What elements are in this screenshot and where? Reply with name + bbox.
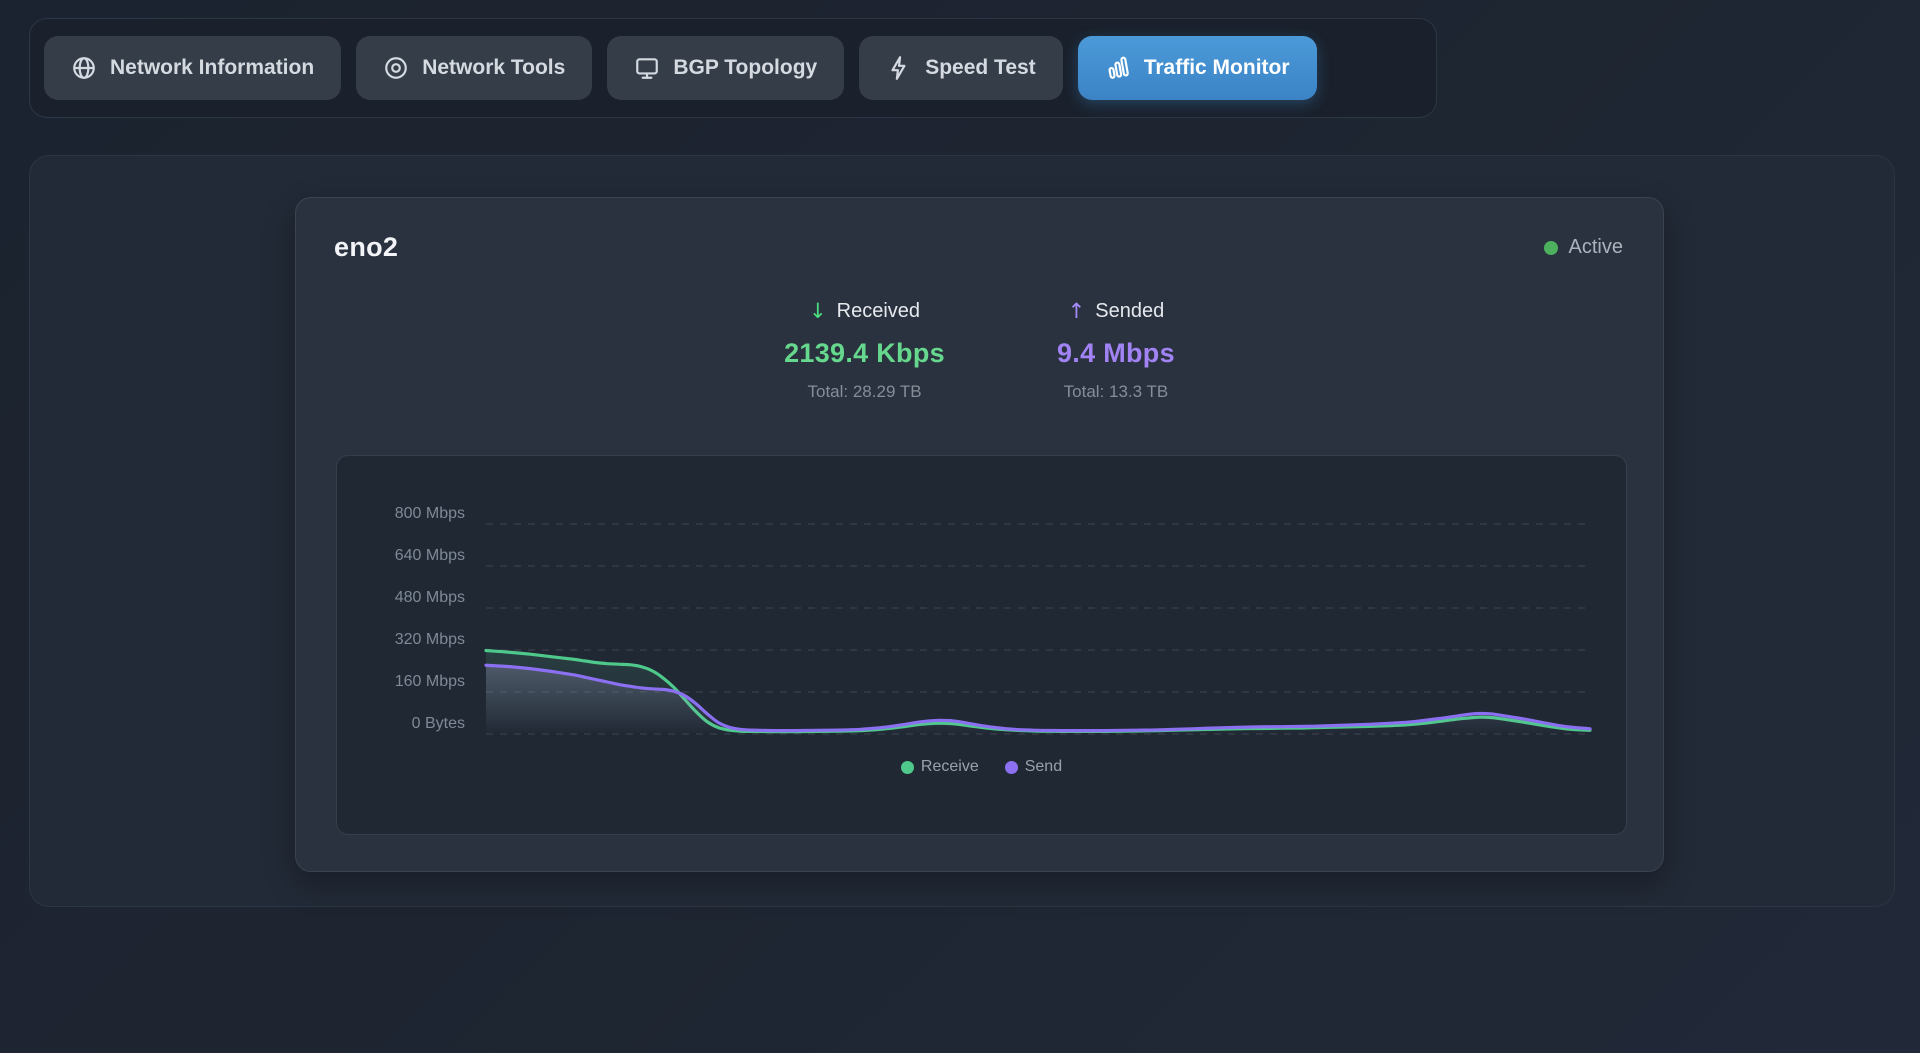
received-label-row: ↓ Received <box>784 299 945 323</box>
tab-label: Network Tools <box>422 56 566 79</box>
legend-item-send: Send <box>1004 758 1063 776</box>
traffic-stats-row: ↓ Received 2139.4 Kbps Total: 28.29 TB ↑… <box>296 299 1663 402</box>
received-label: Received <box>836 299 921 322</box>
status-label: Active <box>1568 236 1623 258</box>
received-stat: ↓ Received 2139.4 Kbps Total: 28.29 TB <box>784 299 945 402</box>
tab-bar: Network Information Network Tools BGP To… <box>29 18 1437 118</box>
legend-label-send: Send <box>1024 758 1063 775</box>
bar-chart-icon <box>1105 55 1131 81</box>
y-axis-label: 160 Mbps <box>394 673 465 690</box>
sended-stat: ↑ Sended 9.4 Mbps Total: 13.3 TB <box>1057 299 1175 402</box>
tab-network-tools[interactable]: Network Tools <box>356 36 593 100</box>
interface-card-eno2: eno2 Active ↓ Received 2139.4 Kbps Total… <box>295 197 1664 872</box>
tab-label: Speed Test <box>925 56 1036 79</box>
legend-label-receive: Receive <box>920 758 979 775</box>
traffic-area-chart <box>484 523 1592 735</box>
tab-label: Network Information <box>110 56 315 79</box>
sended-label-row: ↑ Sended <box>1057 299 1175 323</box>
monitor-icon <box>634 55 660 81</box>
card-header: eno2 Active <box>296 198 1663 263</box>
tab-label: Traffic Monitor <box>1143 56 1290 79</box>
tab-label: BGP Topology <box>673 56 818 79</box>
tab-traffic-monitor[interactable]: Traffic Monitor <box>1077 36 1317 100</box>
sended-total: Total: 13.3 TB <box>1063 382 1169 401</box>
y-axis-label: 800 Mbps <box>394 505 465 522</box>
chart-legend: Receive Send <box>337 758 1626 776</box>
sended-label: Sended <box>1095 299 1165 322</box>
traffic-monitor-panel: eno2 Active ↓ Received 2139.4 Kbps Total… <box>29 155 1895 907</box>
interface-name: eno2 <box>334 232 399 262</box>
eye-icon <box>383 55 409 81</box>
traffic-chart-panel: 800 Mbps 640 Mbps 480 Mbps 320 Mbps 160 Mbps… <box>336 455 1627 835</box>
tab-network-information[interactable]: Network Information <box>44 36 342 100</box>
status-dot-icon <box>1543 240 1558 255</box>
arrow-up-icon: ↑ <box>1067 299 1086 323</box>
arrow-down-icon: ↓ <box>809 299 827 323</box>
y-axis-label: 480 Mbps <box>394 589 465 606</box>
y-axis-label: 640 Mbps <box>394 547 465 564</box>
receive-dot-icon <box>900 760 914 774</box>
y-axis-label: 320 Mbps <box>394 631 465 648</box>
status-badge: Active <box>1543 236 1623 259</box>
globe-icon <box>71 55 97 81</box>
y-axis-label: 0 Bytes <box>411 715 465 732</box>
tab-speed-test[interactable]: Speed Test <box>859 36 1063 100</box>
sended-value: 9.4 Mbps <box>1056 338 1175 368</box>
send-dot-icon <box>1004 760 1018 774</box>
legend-item-receive: Receive <box>900 758 979 776</box>
received-value: 2139.4 Kbps <box>784 338 945 368</box>
zap-icon <box>886 55 912 81</box>
tab-bgp-topology[interactable]: BGP Topology <box>607 36 845 100</box>
received-total: Total: 28.29 TB <box>807 382 922 401</box>
